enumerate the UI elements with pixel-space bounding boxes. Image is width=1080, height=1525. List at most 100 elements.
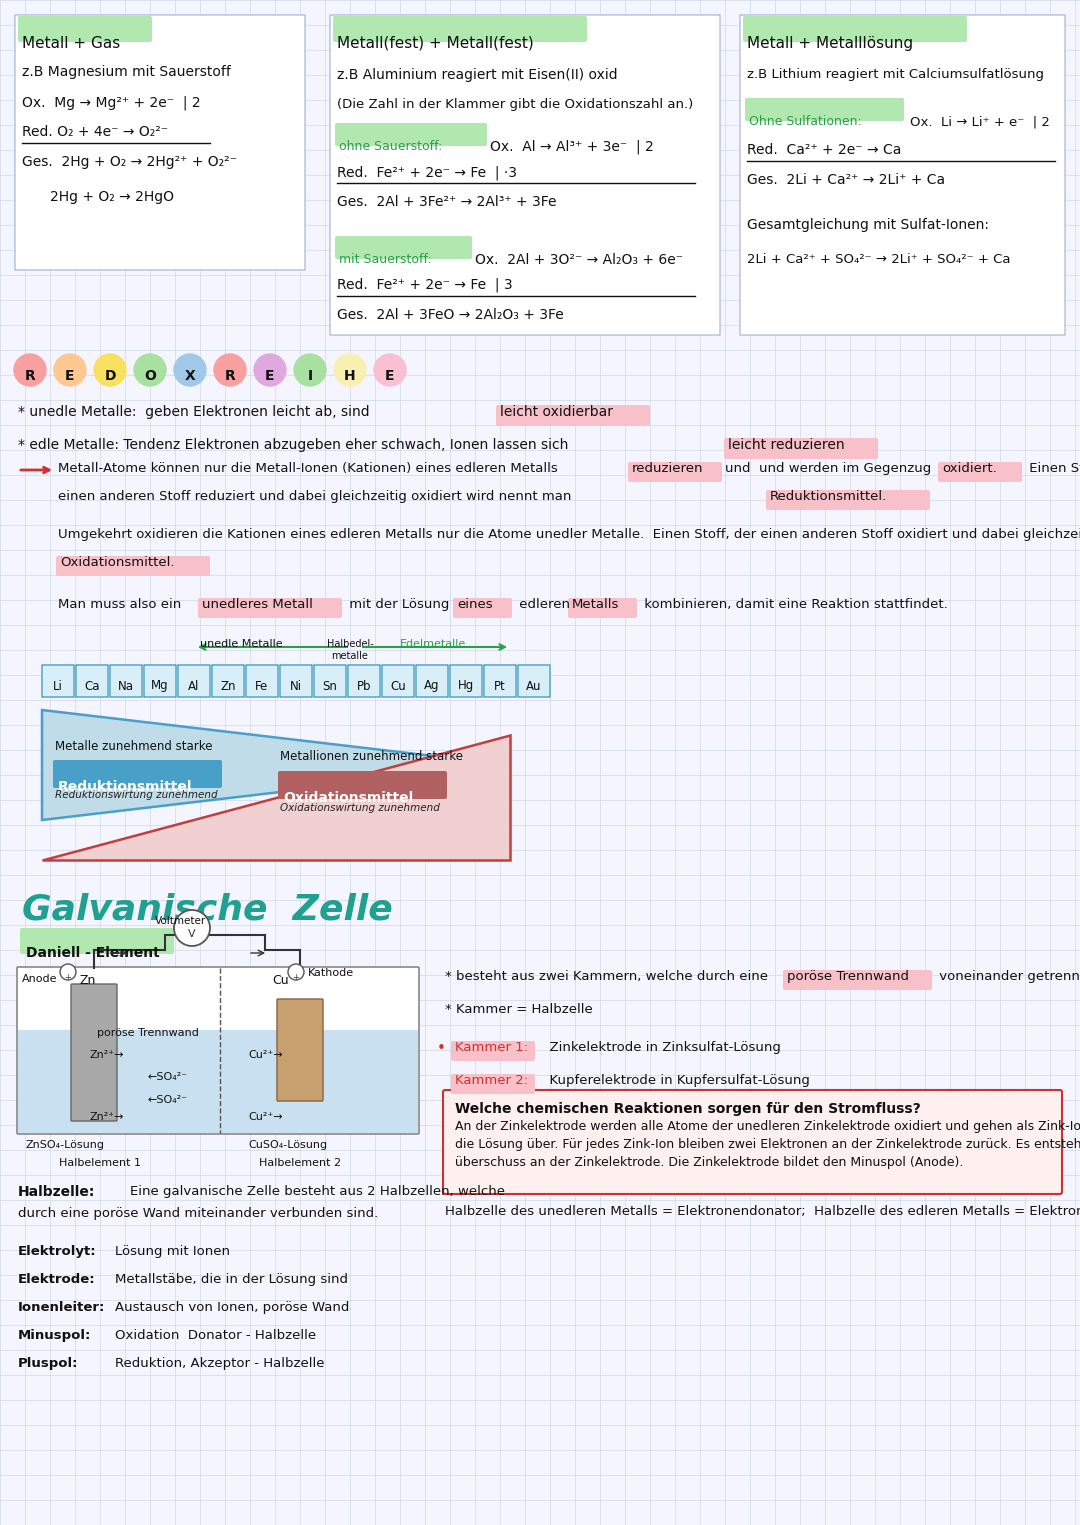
FancyBboxPatch shape [18, 15, 152, 43]
Text: E: E [65, 369, 75, 383]
Text: Ohne Sulfationen:: Ohne Sulfationen: [750, 114, 862, 128]
Text: Metallstäbe, die in der Lösung sind: Metallstäbe, die in der Lösung sind [114, 1273, 348, 1286]
Text: Al: Al [188, 680, 200, 692]
FancyBboxPatch shape [53, 759, 222, 788]
Text: Pb: Pb [356, 680, 372, 692]
Text: R: R [225, 369, 235, 383]
FancyBboxPatch shape [453, 598, 512, 618]
Text: Metall + Metalllösung: Metall + Metalllösung [747, 37, 913, 50]
Text: Oxidation  Donator - Halbzelle: Oxidation Donator - Halbzelle [114, 1328, 316, 1342]
Text: Voltmeter: Voltmeter [156, 917, 206, 926]
Text: Hg: Hg [458, 680, 474, 692]
Text: poröse Trennwand: poröse Trennwand [97, 1028, 199, 1039]
Text: Cu²⁺→: Cu²⁺→ [248, 1112, 283, 1122]
FancyBboxPatch shape [198, 598, 342, 618]
Text: Ca: Ca [84, 680, 99, 692]
Text: Kammer 1:: Kammer 1: [455, 1042, 528, 1054]
Text: +: + [65, 973, 71, 982]
Text: edleren: edleren [515, 598, 570, 612]
Text: Edelmetalle: Edelmetalle [400, 639, 467, 650]
Text: Fe: Fe [255, 680, 269, 692]
Text: Reduktionsmittel: Reduktionsmittel [58, 779, 192, 795]
Text: Oxidationsmittel: Oxidationsmittel [283, 791, 414, 805]
Text: Ag: Ag [424, 680, 440, 692]
Text: Daniell - Element: Daniell - Element [26, 946, 160, 961]
FancyBboxPatch shape [110, 665, 143, 697]
Text: Cu: Cu [272, 974, 288, 987]
FancyBboxPatch shape [496, 406, 650, 425]
Text: Man muss also ein: Man muss also ein [58, 598, 181, 612]
FancyBboxPatch shape [212, 665, 244, 697]
Text: einen anderen Stoff reduziert und dabei gleichzeitig oxidiert wird nennt man: einen anderen Stoff reduziert und dabei … [58, 490, 571, 503]
Text: Cu²⁺→: Cu²⁺→ [248, 1051, 283, 1060]
Text: * besteht aus zwei Kammern, welche durch eine: * besteht aus zwei Kammern, welche durch… [445, 970, 772, 984]
Text: Metall-Atome können nur die Metall-Ionen (Kationen) eines edleren Metalls: Metall-Atome können nur die Metall-Ionen… [58, 462, 557, 474]
Text: D: D [105, 369, 116, 383]
Text: ZnSO₄-Lösung: ZnSO₄-Lösung [25, 1141, 104, 1150]
Text: R: R [25, 369, 36, 383]
Text: reduzieren: reduzieren [632, 462, 703, 474]
Text: Zinkelektrode in Zinksulfat-Lösung: Zinkelektrode in Zinksulfat-Lösung [541, 1042, 781, 1054]
FancyBboxPatch shape [740, 15, 1065, 336]
FancyBboxPatch shape [42, 665, 75, 697]
Text: ohne Sauerstoff:: ohne Sauerstoff: [339, 140, 443, 153]
FancyBboxPatch shape [451, 1042, 535, 1061]
Text: Red. O₂ + 4e⁻ → O₂²⁻: Red. O₂ + 4e⁻ → O₂²⁻ [22, 125, 168, 139]
Text: +: + [293, 973, 299, 982]
Text: unedle Metalle: unedle Metalle [200, 639, 283, 650]
Text: Zn²⁺→: Zn²⁺→ [90, 1051, 124, 1060]
Circle shape [94, 354, 126, 386]
Text: Pluspol:: Pluspol: [18, 1357, 79, 1369]
Text: Kathode: Kathode [308, 968, 354, 978]
Text: Gesamtgleichung mit Sulfat-Ionen:: Gesamtgleichung mit Sulfat-Ionen: [747, 218, 989, 232]
FancyBboxPatch shape [335, 236, 472, 259]
Text: Welche chemischen Reaktionen sorgen für den Stromfluss?: Welche chemischen Reaktionen sorgen für … [455, 1103, 921, 1116]
Text: V: V [188, 929, 195, 939]
Text: Reduktion, Akzeptor - Halbzelle: Reduktion, Akzeptor - Halbzelle [114, 1357, 324, 1369]
Text: Reduktionswirtung zunehmend: Reduktionswirtung zunehmend [55, 790, 218, 801]
Text: überschuss an der Zinkelektrode. Die Zinkelektrode bildet den Minuspol (Anode).: überschuss an der Zinkelektrode. Die Zin… [455, 1156, 963, 1170]
Text: Red.  Ca²⁺ + 2e⁻ → Ca: Red. Ca²⁺ + 2e⁻ → Ca [747, 143, 902, 157]
FancyBboxPatch shape [745, 98, 904, 120]
FancyBboxPatch shape [724, 438, 878, 459]
Text: Au: Au [526, 680, 542, 692]
FancyBboxPatch shape [518, 665, 550, 697]
FancyBboxPatch shape [17, 967, 419, 1135]
Text: Halbelement 1: Halbelement 1 [59, 1157, 141, 1168]
Text: Ges.  2Al + 3Fe²⁺ → 2Al³⁺ + 3Fe: Ges. 2Al + 3Fe²⁺ → 2Al³⁺ + 3Fe [337, 195, 556, 209]
Text: E: E [386, 369, 395, 383]
Text: Halbedel-
metalle: Halbedel- metalle [326, 639, 374, 660]
Text: mit der Lösung: mit der Lösung [345, 598, 449, 612]
FancyBboxPatch shape [451, 1074, 535, 1093]
Text: Minuspol:: Minuspol: [18, 1328, 92, 1342]
Text: Halbzelle:: Halbzelle: [18, 1185, 95, 1199]
Text: ←SO₄²⁻: ←SO₄²⁻ [148, 1095, 188, 1106]
FancyBboxPatch shape [382, 665, 414, 697]
FancyBboxPatch shape [335, 124, 487, 146]
FancyBboxPatch shape [178, 665, 210, 697]
FancyBboxPatch shape [484, 665, 516, 697]
Text: •: • [437, 1042, 446, 1055]
Text: Ges.  2Al + 3FeO → 2Al₂O₃ + 3Fe: Ges. 2Al + 3FeO → 2Al₂O₃ + 3Fe [337, 308, 564, 322]
FancyBboxPatch shape [18, 1029, 418, 1133]
Text: Ox.  Al → Al³⁺ + 3e⁻  | 2: Ox. Al → Al³⁺ + 3e⁻ | 2 [490, 140, 653, 154]
Text: Eine galvanische Zelle besteht aus 2 Halbzellen, welche: Eine galvanische Zelle besteht aus 2 Hal… [130, 1185, 505, 1199]
Text: Ionenleiter:: Ionenleiter: [18, 1301, 106, 1315]
Text: Kupferelektrode in Kupfersulfat-Lösung: Kupferelektrode in Kupfersulfat-Lösung [541, 1074, 810, 1087]
FancyBboxPatch shape [783, 970, 932, 990]
Text: (Die Zahl in der Klammer gibt die Oxidationszahl an.): (Die Zahl in der Klammer gibt die Oxidat… [337, 98, 693, 111]
Text: Red.  Fe²⁺ + 2e⁻ → Fe  | ·3: Red. Fe²⁺ + 2e⁻ → Fe | ·3 [337, 165, 517, 180]
Text: An der Zinkelektrode werden alle Atome der unedleren Zinkelektrode oxidiert und : An der Zinkelektrode werden alle Atome d… [455, 1119, 1080, 1133]
Text: z.B Lithium reagiert mit Calciumsulfatlösung: z.B Lithium reagiert mit Calciumsulfatlö… [747, 69, 1044, 81]
FancyBboxPatch shape [743, 15, 967, 43]
Text: Metall(fest) + Metall(fest): Metall(fest) + Metall(fest) [337, 37, 534, 50]
FancyBboxPatch shape [416, 665, 448, 697]
FancyBboxPatch shape [280, 665, 312, 697]
Text: ←SO₄²⁻: ←SO₄²⁻ [148, 1072, 188, 1083]
Text: Anode: Anode [22, 974, 57, 984]
Text: unedleres Metall: unedleres Metall [202, 598, 313, 612]
Text: Metallionen zunehmend starke: Metallionen zunehmend starke [280, 750, 463, 762]
Circle shape [54, 354, 86, 386]
FancyBboxPatch shape [278, 772, 447, 799]
Text: Elektrode:: Elektrode: [18, 1273, 96, 1286]
